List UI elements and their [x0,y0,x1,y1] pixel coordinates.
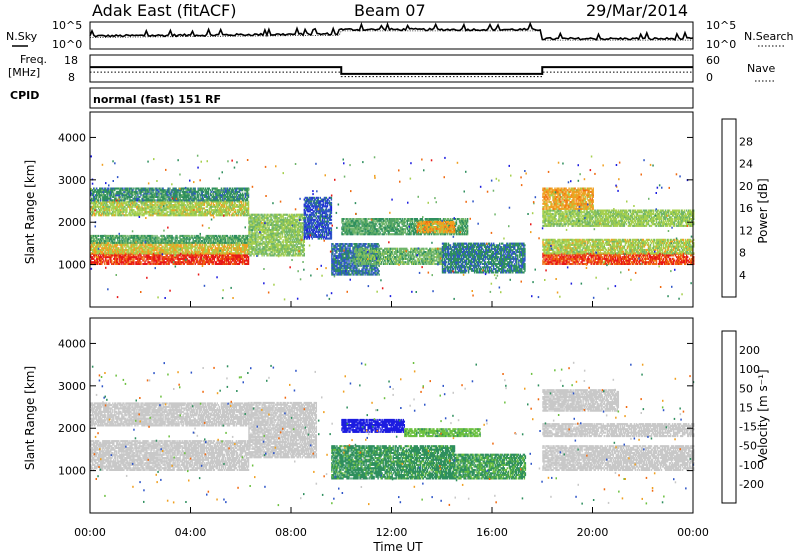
freq-series [90,67,693,74]
heatmap-cell-0-2 [243,235,244,237]
freq-panel: Freq. [MHz] 18 8 60 0 Nave [8,53,775,84]
nave-tick-top: 60 [706,54,720,67]
noise-left-tick-top: 10^5 [52,19,82,32]
freq-label: Freq. [20,53,47,66]
heatmap-cell-0-0 [248,256,249,258]
power-heatmap [90,155,694,301]
radar-figure: Adak East (fitACF) Beam 07 29/Mar/2014 N… [0,0,800,554]
freq-tick-bottom: 8 [68,71,75,84]
noise-sky-series [90,24,693,40]
heatmap-cell-0-2 [172,237,173,239]
freq-tick-top: 18 [64,54,78,67]
heatmap-cell-0-3 [235,209,236,211]
noise-left-tick-bottom: 10^0 [52,38,82,51]
noise-sky-label: N.Sky [6,30,38,43]
heatmap-cell-0-2 [192,235,193,237]
heatmap-cell-0-0 [140,261,141,263]
noise-right-tick-bottom: 10^0 [706,38,736,51]
cpid-panel: CPID normal (fast) 151 RF [10,88,693,108]
noise-search-label: N.Search [744,30,794,43]
cpid-text: normal (fast) 151 RF [93,93,221,106]
date-title: 29/Mar/2014 [586,1,688,20]
cpid-label: CPID [10,89,39,102]
nave-tick-bottom: 0 [706,71,713,84]
noise-panel: N.Sky 10^5 10^0 10^5 10^0 N.Search [6,19,794,51]
beam-title: Beam 07 [354,1,426,20]
noise-right-tick-top: 10^5 [706,19,736,32]
heatmap-cell-0-2 [152,235,153,237]
heatmap-cell-0-2 [98,235,99,237]
freq-unit-label: [MHz] [8,66,40,79]
station-title: Adak East (fitACF) [92,1,236,20]
heatmap-cell-0-0 [111,260,112,262]
nave-label: Nave [747,62,775,75]
heatmap-cell-0-2 [176,235,177,237]
heatmap-cell-0-3 [167,211,168,213]
